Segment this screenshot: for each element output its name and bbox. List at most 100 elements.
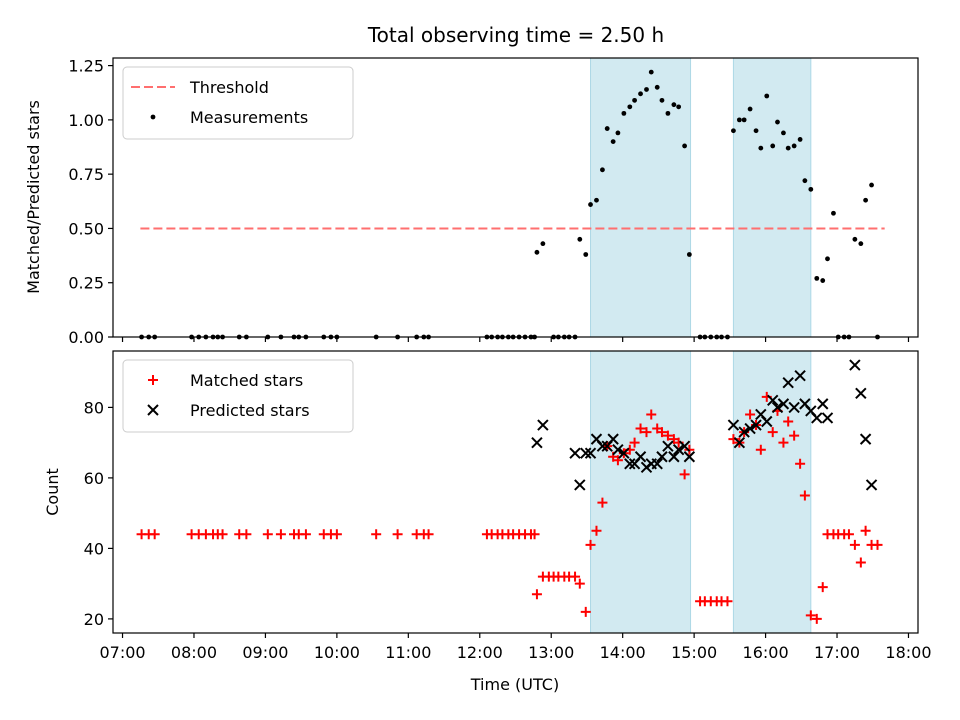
y-tick-label-4: 1.00 xyxy=(68,111,104,130)
series-0-point-59 xyxy=(676,104,682,110)
series-0-point-34 xyxy=(534,249,540,255)
series-0-point-41 xyxy=(577,236,583,242)
x-tick-label-1: 08:00 xyxy=(171,643,217,662)
series-0-point-74 xyxy=(755,444,766,455)
series-1-point-2 xyxy=(569,447,581,459)
series-1-point-23 xyxy=(683,451,696,463)
y-tick-label-3: 80 xyxy=(84,398,104,417)
y-tick-label-3: 0.75 xyxy=(68,165,104,184)
series-0-point-93 xyxy=(869,182,874,188)
y-tick-label-0: 0.00 xyxy=(68,328,104,347)
series-1-point-35 xyxy=(788,401,800,414)
series-1-point-25 xyxy=(733,436,746,449)
series-0-point-90 xyxy=(852,236,858,242)
series-0-point-51 xyxy=(632,97,637,103)
series-0-point-74 xyxy=(764,93,770,99)
legend-box xyxy=(122,359,354,433)
series-0-point-44 xyxy=(594,197,599,203)
series-0-point-60 xyxy=(682,143,687,149)
series-0-point-61 xyxy=(679,469,690,480)
shaded-interval-0 xyxy=(590,350,692,634)
series-0-point-70 xyxy=(741,117,747,123)
shaded-interval-1 xyxy=(732,350,812,634)
series-0-point-45 xyxy=(600,167,605,173)
series-1-point-33 xyxy=(777,398,790,410)
legend: Matched stars Predicted stars xyxy=(122,359,354,433)
series-0-point-84 xyxy=(811,613,822,624)
x-tick-label-11: 18:00 xyxy=(885,643,931,662)
series-0-point-54 xyxy=(641,427,652,438)
y-tick-label-5: 1.25 xyxy=(68,57,104,76)
series-0-point-35 xyxy=(540,241,546,247)
legend-label-0: Matched stars xyxy=(190,371,303,390)
series-1-point-30 xyxy=(761,415,773,428)
y-tick-label-2: 60 xyxy=(84,469,104,488)
series-0-point-55 xyxy=(654,84,660,90)
series-1-point-20 xyxy=(668,451,680,463)
series-1-point-42 xyxy=(849,359,861,371)
series-0-point-90 xyxy=(843,529,854,540)
y-tick-label-1: 40 xyxy=(84,539,104,558)
series-0-point-91 xyxy=(858,241,864,247)
series-0-point-15 xyxy=(300,529,311,540)
series-0-point-46 xyxy=(597,497,608,508)
series-0-point-56 xyxy=(659,97,665,103)
series-0-point-18 xyxy=(331,529,342,540)
series-0-point-57 xyxy=(665,110,671,116)
series-0-point-82 xyxy=(808,186,814,192)
series-0-point-41 xyxy=(570,571,581,582)
legend-label-1: Measurements xyxy=(190,108,308,127)
x-tick-label-2: 09:00 xyxy=(242,643,288,662)
series-0-point-2 xyxy=(149,529,160,540)
series-0-point-10 xyxy=(241,529,252,540)
series-0-point-44 xyxy=(585,539,596,550)
y-tick-label-1: 0.25 xyxy=(68,274,104,293)
series-0-point-42 xyxy=(583,252,589,257)
series-0-point-82 xyxy=(799,490,810,501)
series-0-point-77 xyxy=(781,130,786,136)
legend-swatch-1 xyxy=(147,404,159,416)
series-0-point-81 xyxy=(802,178,808,184)
legend-label-1: Predicted stars xyxy=(190,401,310,420)
series-0-point-80 xyxy=(789,430,800,441)
series-0-point-76 xyxy=(775,119,780,125)
series-0-point-84 xyxy=(820,278,826,283)
series-0-point-68 xyxy=(731,128,736,134)
series-1-point-40 xyxy=(817,398,829,410)
series-0-point-76 xyxy=(767,427,778,438)
series-0-point-79 xyxy=(791,143,797,149)
series-0-point-91 xyxy=(849,539,860,550)
series-1-point-9 xyxy=(607,433,619,445)
series-0-point-95 xyxy=(872,539,883,550)
series-0-point-58 xyxy=(671,102,677,108)
legend-swatch-1 xyxy=(150,114,156,120)
series-0-point-53 xyxy=(635,423,646,434)
x-tick-label-10: 17:00 xyxy=(814,643,860,662)
top-chart-title: Total observing time = 2.50 h xyxy=(367,23,664,47)
series-0-point-85 xyxy=(825,256,830,262)
series-0-point-49 xyxy=(612,455,623,466)
x-tick-label-0: 07:00 xyxy=(99,643,145,662)
series-0-point-55 xyxy=(646,409,657,420)
series-0-point-12 xyxy=(275,529,286,540)
series-1-point-32 xyxy=(771,401,784,414)
x-tick-label-4: 11:00 xyxy=(385,643,431,662)
x-tick-label-7: 14:00 xyxy=(600,643,646,662)
legend-label-0: Threshold xyxy=(189,78,269,97)
series-0-point-75 xyxy=(770,143,776,149)
x-tick-label-8: 15:00 xyxy=(671,643,717,662)
series-0-point-80 xyxy=(797,137,803,142)
series-1-point-12 xyxy=(624,458,636,470)
series-1-point-27 xyxy=(744,422,756,435)
series-0-point-93 xyxy=(860,525,871,536)
series-0-point-83 xyxy=(805,610,816,621)
series-1-point-36 xyxy=(794,369,806,382)
series-0-point-19 xyxy=(371,529,382,540)
series-1-point-17 xyxy=(651,458,663,470)
series-1-point-26 xyxy=(738,426,750,438)
x-tick-label-9: 16:00 xyxy=(743,643,789,662)
series-1-point-44 xyxy=(859,433,872,445)
series-0-point-83 xyxy=(814,275,820,281)
series-0-point-57 xyxy=(656,427,667,438)
